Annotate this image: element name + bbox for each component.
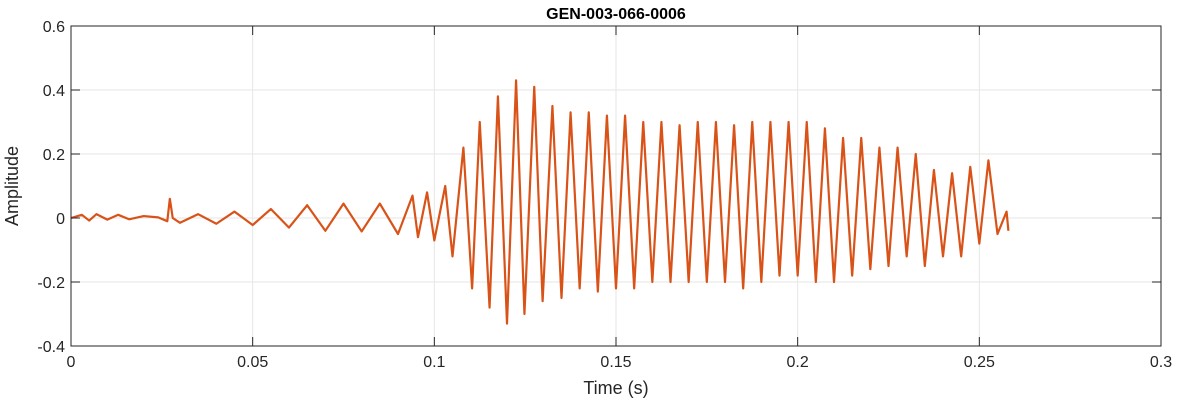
y-tick-label: -0.2 [37,275,65,292]
y-tick-label: 0.4 [43,83,65,100]
x-tick-label: 0 [67,354,76,371]
x-tick-label: 0.1 [423,354,445,371]
x-tick-label: 0.05 [237,354,268,371]
chart-title: GEN-003-066-0006 [546,6,686,23]
series-layer [70,79,1010,325]
y-tick-label: 0 [56,211,65,228]
x-tick-label: 0.15 [600,354,631,371]
x-tick-label: 0.3 [1150,354,1172,371]
waveform-line [70,79,1010,325]
x-tick-label: 0.2 [787,354,809,371]
y-axis-label: Amplitude [2,146,22,226]
x-tick-label: 0.25 [964,354,995,371]
grid [71,26,1161,346]
y-tick-label: -0.4 [37,339,65,356]
ticks: 0 0.05 0.1 0.15 0.2 0.25 0.3 -0.4 -0.2 0 0.2 0.4 0.6 [37,19,1172,371]
y-tick-label: 0.2 [43,147,65,164]
y-tick-label: 0.6 [43,19,65,36]
x-axis-label: Time (s) [583,378,648,398]
